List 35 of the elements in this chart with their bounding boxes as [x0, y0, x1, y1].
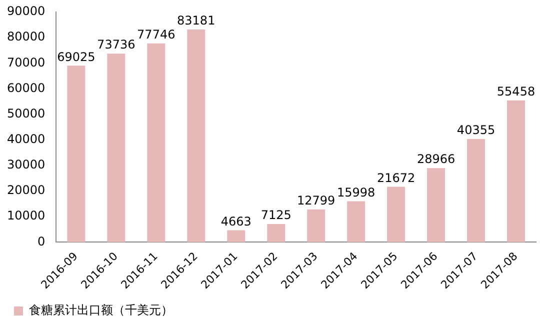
bar — [147, 43, 166, 242]
data-label: 21672 — [376, 170, 416, 185]
bar — [107, 54, 126, 242]
legend-label: 食糖累计出口额（千美元） — [29, 303, 173, 318]
data-label: 7125 — [260, 208, 292, 222]
y-tick-label: 70000 — [6, 55, 46, 70]
y-tick-label: 10000 — [6, 208, 46, 223]
data-label: 69025 — [57, 50, 96, 64]
y-tick-label: 50000 — [6, 106, 46, 120]
bar — [427, 168, 446, 242]
bar — [307, 209, 326, 242]
bar — [267, 224, 286, 242]
data-label: 83181 — [177, 14, 216, 28]
bar — [67, 66, 86, 242]
y-tick-label: 20000 — [6, 183, 46, 198]
bar — [347, 201, 366, 242]
bar — [467, 138, 486, 242]
y-tick-label: 90000 — [6, 4, 46, 18]
y-tick-label: 60000 — [6, 80, 46, 95]
bar — [507, 100, 526, 242]
data-label: 40355 — [456, 123, 496, 138]
data-label: 28966 — [416, 152, 456, 166]
data-label: 4663 — [220, 214, 252, 228]
y-tick-label: 80000 — [6, 30, 46, 44]
y-tick-label: 0 — [38, 234, 46, 248]
y-tick-label: 30000 — [6, 158, 46, 172]
data-label: 12799 — [296, 194, 336, 208]
bar — [187, 29, 206, 242]
bar — [387, 186, 406, 242]
data-label: 77746 — [137, 27, 176, 42]
data-label: 73736 — [97, 38, 136, 52]
data-label: 55458 — [496, 84, 536, 98]
y-tick-label: 40000 — [6, 132, 46, 146]
bar — [227, 230, 246, 242]
data-label: 15998 — [336, 185, 376, 200]
